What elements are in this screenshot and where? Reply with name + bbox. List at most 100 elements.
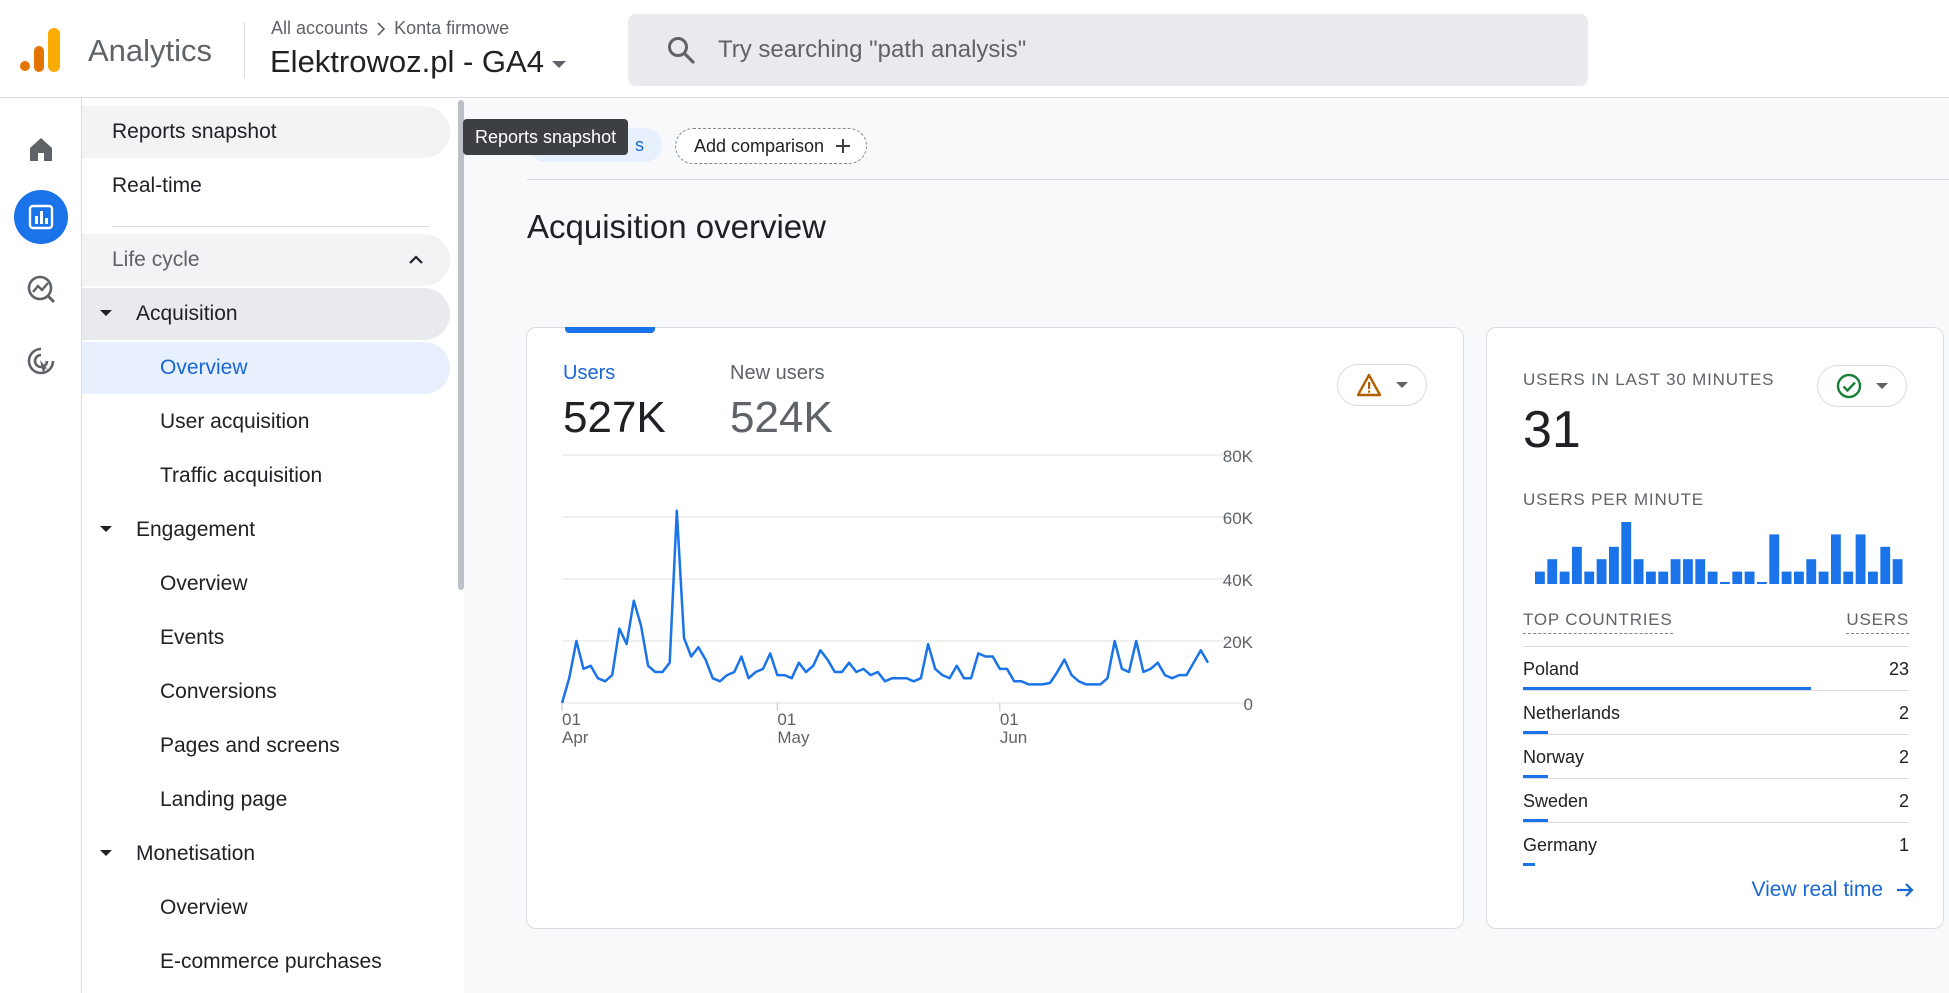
minute-bar[interactable] (1584, 571, 1595, 584)
nav-engagement-overview[interactable]: Overview (82, 558, 450, 610)
top-countries-label[interactable]: TOP COUNTRIES (1523, 610, 1673, 634)
minute-bar[interactable] (1744, 571, 1755, 584)
search-bar[interactable] (628, 14, 1588, 86)
country-name: Poland (1523, 659, 1580, 679)
y-tick-label: 80K (1223, 447, 1254, 466)
nav-monetisation-overview[interactable]: Overview (82, 882, 450, 934)
minute-bar[interactable] (1757, 582, 1767, 584)
minute-bar[interactable] (1683, 559, 1693, 584)
minute-bar[interactable] (1609, 546, 1619, 584)
realtime-users-value: 31 (1523, 401, 1581, 459)
nav-events[interactable]: Events (82, 612, 450, 664)
country-row[interactable]: Netherlands 2 (1523, 690, 1909, 734)
nav-conversions[interactable]: Conversions (82, 666, 450, 718)
users-chart-card: Users 527K New users 524K 80K 60K 40K 20K 0 0… (526, 327, 1464, 929)
chevron-right-icon (377, 21, 386, 36)
nav-scrollbar[interactable] (458, 100, 464, 590)
data-quality-button[interactable] (1337, 364, 1427, 406)
nav-ecommerce-purchases[interactable]: E-commerce purchases (82, 936, 450, 988)
add-comparison-button[interactable]: Add comparison (675, 128, 868, 164)
view-real-time-label: View real time (1751, 878, 1884, 901)
minute-bar[interactable] (1633, 559, 1644, 584)
advertising-icon (27, 347, 55, 375)
minute-bar[interactable] (1868, 571, 1878, 584)
y-tick-label: 0 (1244, 695, 1253, 714)
nav-landing-page[interactable]: Landing page (82, 774, 450, 826)
minute-bar[interactable] (1720, 582, 1730, 584)
view-real-time-link[interactable]: View real time (1752, 878, 1916, 902)
minute-bar[interactable] (1670, 559, 1681, 584)
minute-bar[interactable] (1572, 546, 1582, 584)
country-row[interactable]: Poland 23 (1523, 646, 1909, 690)
home-icon (30, 138, 52, 161)
metric-new-users[interactable]: New users 524K (730, 362, 833, 443)
property-selector[interactable]: Elektrowoz.pl - GA4 (270, 44, 566, 80)
nav-reports-snapshot[interactable]: Reports snapshot (82, 106, 450, 158)
minute-bar[interactable] (1547, 559, 1558, 584)
nav-acquisition-overview[interactable]: Overview (82, 342, 450, 394)
minute-bar[interactable] (1646, 571, 1656, 584)
x-tick-month: Apr (562, 728, 589, 747)
nav-user-acquisition[interactable]: User acquisition (82, 396, 450, 448)
minute-bar[interactable] (1535, 571, 1545, 584)
minute-bar[interactable] (1794, 571, 1804, 584)
country-share-bar (1523, 687, 1811, 690)
minute-bar[interactable] (1621, 522, 1632, 584)
minute-bar[interactable] (1781, 571, 1792, 584)
country-row[interactable]: Norway 2 (1523, 734, 1909, 778)
minute-bar[interactable] (1769, 534, 1780, 584)
country-users: 1 (1898, 835, 1909, 855)
country-users: 2 (1898, 747, 1909, 767)
metric-value: 524K (730, 393, 833, 442)
breadcrumb[interactable]: All accounts Konta firmowe (271, 18, 509, 39)
dropdown-caret-icon (1396, 382, 1408, 388)
country-share-bar (1523, 731, 1549, 734)
country-name: Netherlands (1523, 703, 1621, 723)
rail-explore-button[interactable] (14, 262, 68, 316)
metric-label: New users (730, 362, 825, 384)
minute-bar[interactable] (1806, 559, 1817, 584)
realtime-quality-button[interactable] (1817, 365, 1907, 407)
nav-realtime[interactable]: Real-time (82, 160, 450, 212)
minute-bar[interactable] (1559, 571, 1570, 584)
minute-bar[interactable] (1843, 571, 1854, 584)
minute-bar[interactable] (1658, 571, 1669, 584)
metric-users[interactable]: Users 527K (563, 362, 666, 443)
users-column-label[interactable]: USERS (1846, 610, 1909, 634)
nav-monetisation[interactable]: Monetisation (82, 828, 450, 880)
analytics-logo-icon[interactable] (20, 28, 60, 72)
rail-home-button[interactable] (14, 122, 68, 176)
nav-lifecycle-section[interactable]: Life cycle (82, 234, 450, 286)
page-title: Acquisition overview (527, 208, 826, 245)
nav-acquisition[interactable]: Acquisition (82, 288, 450, 340)
search-input[interactable] (718, 36, 1418, 64)
rail-reports-button[interactable] (14, 190, 68, 244)
expand-triangle-icon (100, 850, 112, 856)
minute-bar[interactable] (1596, 559, 1607, 584)
nav-pages-and-screens[interactable]: Pages and screens (82, 720, 450, 772)
country-row[interactable]: Sweden 2 (1523, 778, 1909, 822)
y-tick-label: 60K (1223, 509, 1254, 528)
minute-bar[interactable] (1880, 546, 1891, 584)
country-name: Germany (1523, 835, 1598, 855)
series-line-users[interactable] (560, 509, 1210, 704)
top-bar: Analytics All accounts Konta firmowe Ele… (0, 0, 1949, 98)
minute-bar[interactable] (1831, 534, 1841, 584)
rail-advertising-button[interactable] (14, 334, 68, 388)
nav-label: Pages and screens (160, 734, 340, 757)
country-name: Sweden (1523, 791, 1589, 811)
breadcrumb-all-accounts[interactable]: All accounts (271, 18, 369, 38)
nav-label: Overview (160, 896, 248, 919)
minute-bar[interactable] (1892, 559, 1903, 584)
minute-bar[interactable] (1818, 571, 1829, 584)
minute-bar[interactable] (1855, 534, 1866, 584)
breadcrumb-account[interactable]: Konta firmowe (394, 18, 510, 38)
minute-bar[interactable] (1695, 559, 1706, 584)
country-row[interactable]: Germany 1 (1523, 822, 1909, 866)
arrow-right-icon (1897, 883, 1914, 897)
minute-bar[interactable] (1732, 571, 1743, 584)
nav-traffic-acquisition[interactable]: Traffic acquisition (82, 450, 450, 502)
nav-engagement[interactable]: Engagement (82, 504, 450, 556)
minute-bar[interactable] (1707, 571, 1718, 584)
users-per-minute-chart (1535, 522, 1903, 584)
